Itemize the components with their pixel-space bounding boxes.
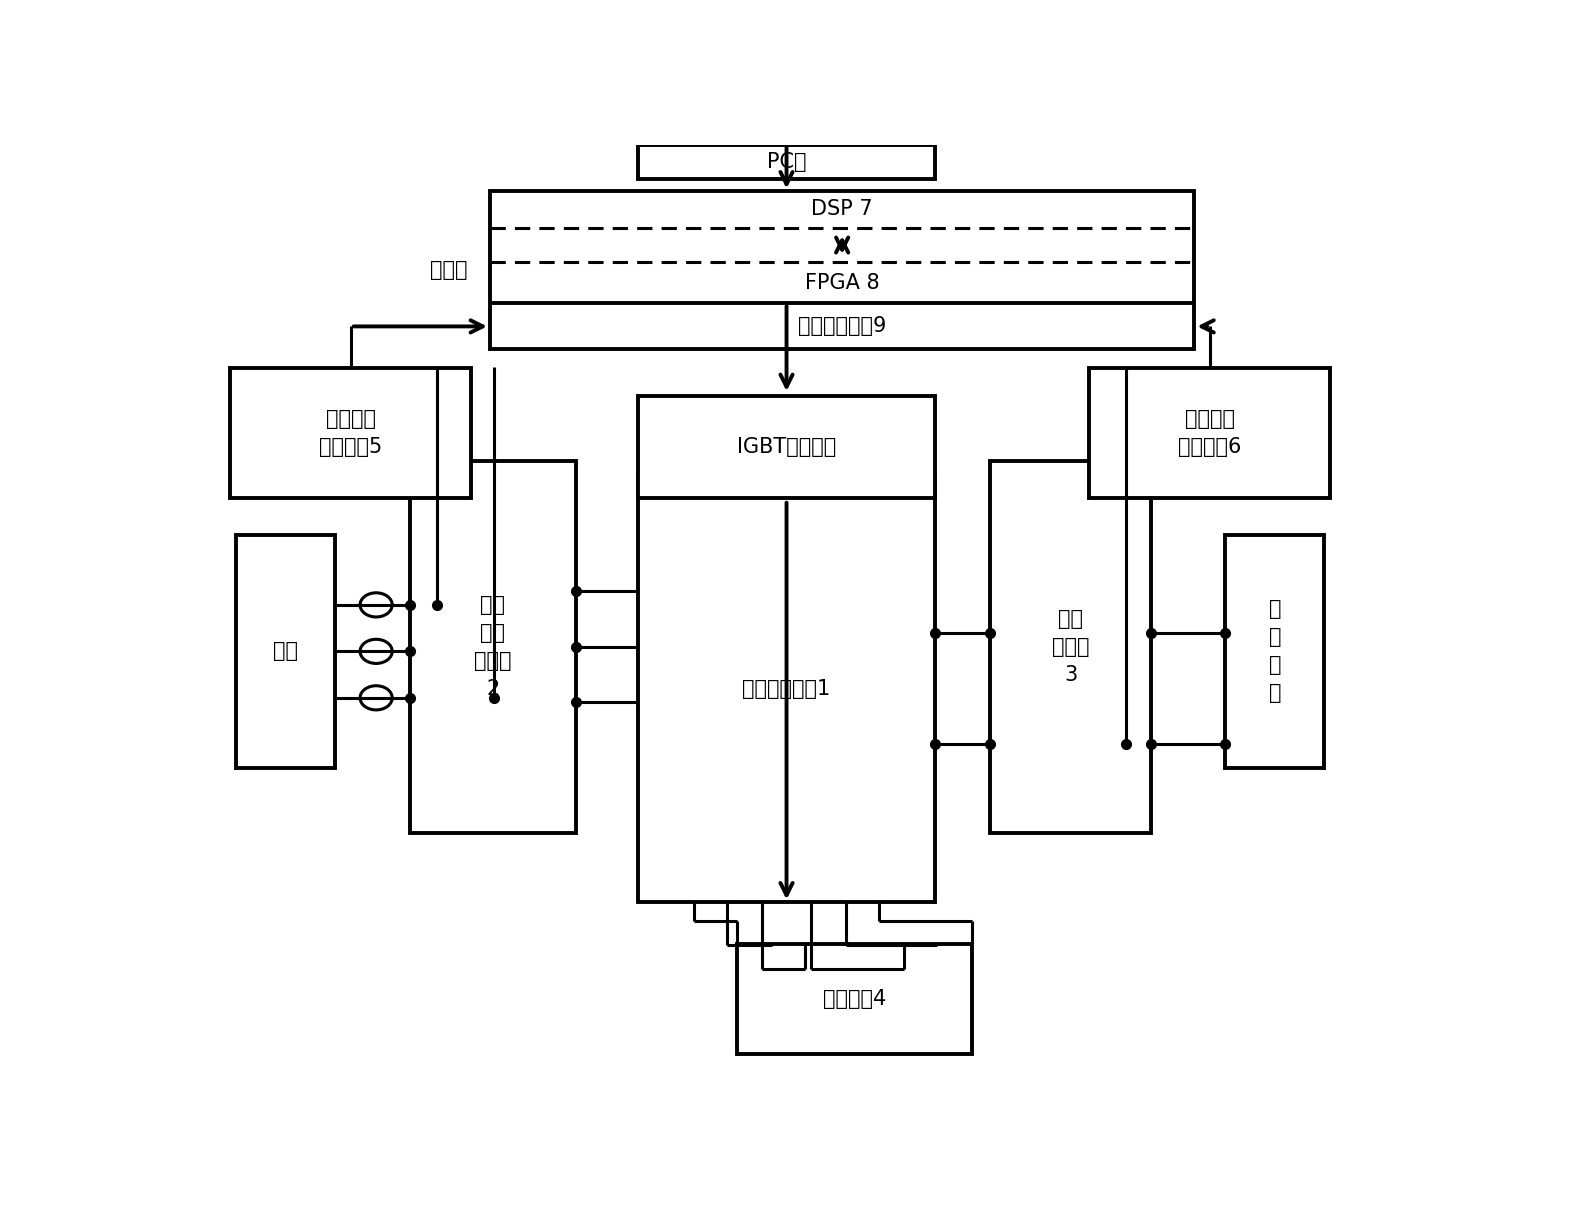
Text: 三相
交流
滤波器
2: 三相 交流 滤波器 2 [474,595,512,699]
Text: IGBT驱动电路: IGBT驱动电路 [737,437,836,457]
Text: 直流信号
检测模块6: 直流信号 检测模块6 [1179,409,1241,457]
Text: 液
流
电
池: 液 流 电 池 [1268,600,1281,704]
Text: 控制器: 控制器 [431,261,467,280]
Bar [410,461,576,833]
Bar [638,396,935,498]
Text: PC机: PC机 [767,152,807,173]
Bar [236,535,335,768]
Bar [490,191,1195,349]
Text: 故障保护电路9: 故障保护电路9 [798,316,887,337]
Text: 电网: 电网 [273,641,298,661]
Bar [638,145,935,179]
Text: DSP 7: DSP 7 [812,199,872,220]
Bar [1089,368,1330,498]
Text: 交流信号
检测模块5: 交流信号 检测模块5 [319,409,383,457]
Bar [1225,535,1324,768]
Text: 算位电路4: 算位电路4 [823,989,887,1009]
Bar [737,944,971,1054]
Text: FPGA 8: FPGA 8 [805,273,879,293]
Bar [990,461,1152,833]
Text: 直流
滤波器
3: 直流 滤波器 3 [1053,608,1089,684]
Bar [230,368,472,498]
Text: 开关矩阵模块1: 开关矩阵模块1 [742,678,831,699]
Bar [638,474,935,903]
